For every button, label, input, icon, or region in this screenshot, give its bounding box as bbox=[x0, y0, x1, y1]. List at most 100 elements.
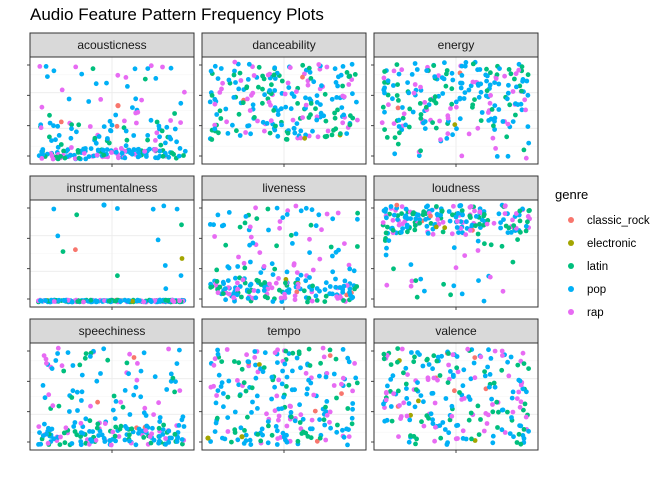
data-point-rap bbox=[382, 405, 387, 410]
data-point-rap bbox=[397, 403, 402, 408]
data-point-latin bbox=[387, 211, 392, 217]
data-point-latin bbox=[525, 72, 531, 78]
data-point-pop bbox=[74, 389, 80, 395]
data-point-pop bbox=[96, 134, 102, 139]
data-point-pop bbox=[234, 292, 240, 298]
data-point-rap bbox=[274, 393, 280, 399]
data-point-pop bbox=[403, 206, 409, 212]
data-point-pop bbox=[313, 293, 319, 299]
facet-strip-label: loudness bbox=[432, 181, 480, 195]
data-point-rap bbox=[477, 209, 483, 215]
data-point-pop bbox=[412, 404, 418, 410]
data-point-latin bbox=[75, 299, 81, 304]
data-point-pop bbox=[86, 99, 92, 104]
data-point-latin bbox=[449, 101, 455, 107]
data-point-pop bbox=[272, 65, 278, 71]
data-point-pop bbox=[51, 436, 57, 442]
data-point-pop bbox=[274, 205, 280, 211]
facet-strip-label: danceability bbox=[252, 38, 315, 52]
data-point-latin bbox=[124, 360, 130, 366]
data-point-pop bbox=[107, 438, 113, 443]
data-point-pop bbox=[275, 360, 280, 365]
data-point-pop bbox=[295, 277, 301, 282]
data-point-pop bbox=[56, 297, 62, 303]
data-point-pop bbox=[461, 96, 467, 101]
chart-title: Audio Feature Pattern Frequency Plots bbox=[30, 5, 324, 24]
data-point-latin bbox=[244, 85, 250, 91]
data-point-rap bbox=[350, 388, 355, 394]
data-point-latin bbox=[405, 229, 410, 235]
data-point-rap bbox=[435, 217, 441, 222]
data-point-latin bbox=[216, 130, 221, 136]
data-point-latin bbox=[400, 115, 406, 121]
data-point-pop bbox=[288, 410, 294, 415]
data-point-pop bbox=[169, 435, 174, 441]
data-point-pop bbox=[255, 406, 260, 411]
data-point-latin bbox=[58, 142, 64, 147]
data-point-pop bbox=[451, 374, 456, 379]
data-point-pop bbox=[55, 144, 61, 150]
data-point-rap bbox=[449, 231, 455, 237]
data-point-latin bbox=[496, 409, 501, 415]
data-point-pop bbox=[501, 217, 506, 223]
data-point-rap bbox=[303, 370, 309, 376]
data-point-pop bbox=[124, 426, 130, 431]
data-point-pop bbox=[494, 154, 500, 159]
data-point-latin bbox=[433, 100, 439, 106]
data-point-latin bbox=[267, 130, 273, 136]
data-point-pop bbox=[311, 79, 317, 85]
data-point-rap bbox=[142, 405, 148, 411]
data-point-latin bbox=[490, 409, 496, 415]
data-point-pop bbox=[226, 265, 232, 271]
data-point-pop bbox=[341, 283, 347, 289]
data-point-rap bbox=[451, 203, 456, 209]
data-point-pop bbox=[323, 409, 329, 414]
data-point-rap bbox=[152, 147, 158, 152]
data-point-rap bbox=[518, 399, 524, 405]
data-point-latin bbox=[306, 65, 312, 71]
data-point-pop bbox=[468, 83, 474, 89]
data-point-pop bbox=[500, 407, 506, 413]
data-point-pop bbox=[400, 105, 405, 110]
data-point-rap bbox=[342, 241, 347, 247]
panel-border bbox=[201, 56, 367, 165]
data-point-latin bbox=[252, 115, 257, 120]
data-point-rap bbox=[39, 104, 45, 110]
data-point-latin bbox=[113, 424, 119, 430]
data-point-pop bbox=[79, 398, 84, 403]
data-point-latin bbox=[260, 86, 265, 92]
data-point-latin bbox=[69, 122, 74, 128]
data-point-pop bbox=[414, 67, 420, 72]
data-point-pop bbox=[418, 393, 424, 398]
data-point-latin bbox=[87, 418, 93, 424]
data-point-pop bbox=[132, 66, 138, 72]
data-point-rap bbox=[277, 225, 282, 231]
data-point-pop bbox=[253, 295, 259, 301]
data-point-rap bbox=[36, 424, 42, 429]
data-point-latin bbox=[338, 131, 343, 137]
facet-loudness: loudness bbox=[371, 175, 539, 310]
data-point-rap bbox=[212, 356, 218, 362]
data-point-rap bbox=[58, 434, 63, 440]
data-point-pop bbox=[421, 120, 426, 126]
data-point-pop bbox=[454, 126, 459, 132]
legend-label: electronic bbox=[587, 238, 636, 250]
data-point-pop bbox=[79, 389, 85, 395]
data-point-pop bbox=[424, 223, 430, 229]
data-point-rap bbox=[425, 377, 431, 383]
data-point-latin bbox=[237, 393, 243, 399]
data-point-latin bbox=[318, 360, 323, 366]
data-point-latin bbox=[148, 440, 154, 446]
data-point-latin bbox=[489, 107, 495, 112]
data-point-pop bbox=[381, 87, 387, 92]
data-point-latin bbox=[482, 369, 487, 374]
data-point-pop bbox=[212, 429, 218, 434]
data-point-rap bbox=[493, 146, 498, 151]
data-point-latin bbox=[142, 76, 148, 82]
data-point-pop bbox=[453, 99, 459, 105]
data-point-latin bbox=[449, 86, 455, 92]
data-point-latin bbox=[306, 115, 312, 120]
data-point-pop bbox=[141, 350, 147, 356]
data-point-pop bbox=[404, 396, 410, 401]
data-point-latin bbox=[329, 132, 335, 138]
